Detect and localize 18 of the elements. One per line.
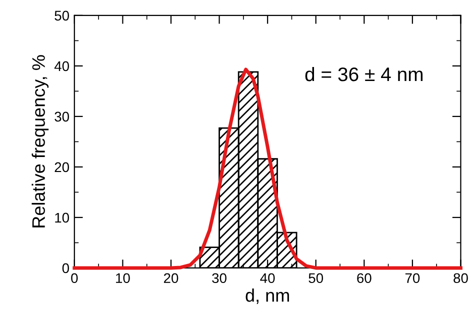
- x-axis-title: d, nm: [246, 288, 289, 304]
- y-tick-label: 10: [55, 212, 70, 223]
- x-tick-label: 30: [212, 273, 226, 284]
- y-tick-label: 30: [54, 112, 70, 122]
- y-tick-label: 40: [54, 61, 70, 72]
- y-tick-label: 20: [54, 162, 70, 172]
- annotation: d = 36 ± 4 nm: [305, 66, 423, 82]
- y-tick-label: 50: [54, 10, 70, 21]
- x-tick-label: 10: [116, 273, 130, 284]
- x-tick-label: 20: [164, 273, 178, 284]
- x-tick-label: 50: [308, 273, 324, 284]
- y-tick-label: 0: [62, 263, 70, 274]
- x-tick-label: 70: [405, 273, 420, 284]
- x-tick-label: 60: [357, 273, 372, 284]
- x-tick-label: 40: [260, 273, 275, 284]
- y-axis-title: Relative frequency, %: [32, 55, 49, 228]
- x-tick-label: 80: [454, 273, 468, 284]
- x-tick-label: 0: [71, 273, 78, 284]
